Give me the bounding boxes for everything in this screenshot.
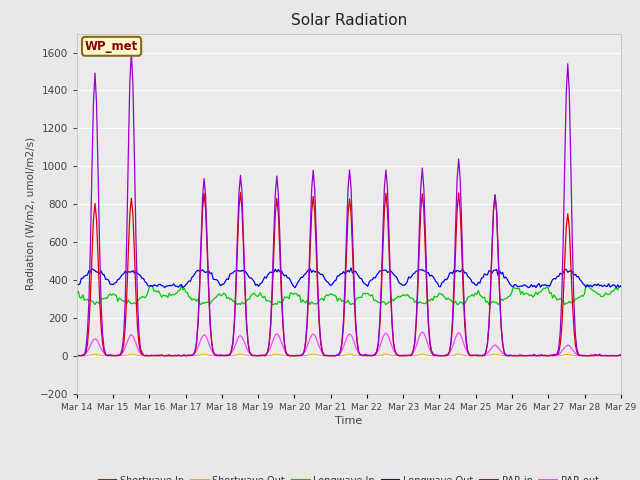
Longwave In <box>256 290 264 296</box>
Text: WP_met: WP_met <box>85 40 138 53</box>
PAR in <box>255 353 262 359</box>
Longwave In <box>238 299 246 305</box>
Shortwave Out <box>311 351 319 357</box>
PAR out <box>419 329 426 335</box>
PAR in <box>264 349 271 355</box>
Longwave In <box>314 300 321 306</box>
Line: Longwave In: Longwave In <box>77 285 621 304</box>
Shortwave Out <box>455 351 463 357</box>
Shortwave Out <box>588 353 596 359</box>
Line: PAR in: PAR in <box>77 53 621 356</box>
Shortwave In <box>588 352 596 358</box>
Shortwave In <box>237 190 244 195</box>
PAR out <box>311 332 319 338</box>
Longwave In <box>177 282 185 288</box>
PAR out <box>140 352 147 358</box>
Legend: Shortwave In, Shortwave Out, Longwave In, Longwave Out, PAR in, PAR out: Shortwave In, Shortwave Out, Longwave In… <box>95 472 603 480</box>
Longwave Out <box>291 285 299 290</box>
Longwave Out <box>140 276 147 281</box>
Longwave In <box>589 288 597 294</box>
Shortwave Out <box>253 353 261 359</box>
Longwave Out <box>253 281 261 287</box>
Line: Shortwave In: Shortwave In <box>77 192 621 356</box>
PAR out <box>73 353 81 359</box>
Longwave Out <box>312 268 320 274</box>
Longwave Out <box>262 275 270 281</box>
Line: PAR out: PAR out <box>77 332 621 356</box>
PAR in <box>617 352 625 358</box>
Longwave Out <box>589 282 597 288</box>
Shortwave In <box>255 353 262 359</box>
Longwave Out <box>617 283 625 289</box>
Shortwave In <box>235 205 243 211</box>
Shortwave Out <box>617 353 625 359</box>
Longwave Out <box>348 265 355 271</box>
Line: Shortwave Out: Shortwave Out <box>77 354 621 356</box>
X-axis label: Time: Time <box>335 416 362 426</box>
PAR in <box>73 353 81 359</box>
PAR in <box>141 353 149 359</box>
PAR out <box>588 353 596 359</box>
Longwave In <box>73 290 81 296</box>
Shortwave Out <box>140 353 147 359</box>
Line: Longwave Out: Longwave Out <box>77 268 621 288</box>
Shortwave In <box>73 353 81 359</box>
Shortwave In <box>312 247 320 252</box>
Shortwave In <box>617 353 625 359</box>
Shortwave Out <box>73 353 81 359</box>
PAR out <box>617 353 625 359</box>
PAR out <box>253 353 261 359</box>
Longwave Out <box>73 281 81 287</box>
Longwave In <box>617 283 625 289</box>
Shortwave In <box>264 348 271 354</box>
Shortwave In <box>140 352 147 358</box>
Longwave In <box>141 295 149 300</box>
PAR in <box>127 50 135 56</box>
Longwave In <box>91 301 99 307</box>
PAR in <box>312 230 320 236</box>
Longwave Out <box>235 268 243 274</box>
PAR in <box>237 172 244 178</box>
Shortwave Out <box>235 351 243 357</box>
Title: Solar Radiation: Solar Radiation <box>291 13 407 28</box>
Shortwave Out <box>262 353 270 359</box>
PAR in <box>588 353 596 359</box>
Y-axis label: Radiation (W/m2, umol/m2/s): Radiation (W/m2, umol/m2/s) <box>25 137 35 290</box>
PAR out <box>262 351 270 357</box>
PAR out <box>235 333 243 339</box>
Longwave In <box>266 298 273 304</box>
